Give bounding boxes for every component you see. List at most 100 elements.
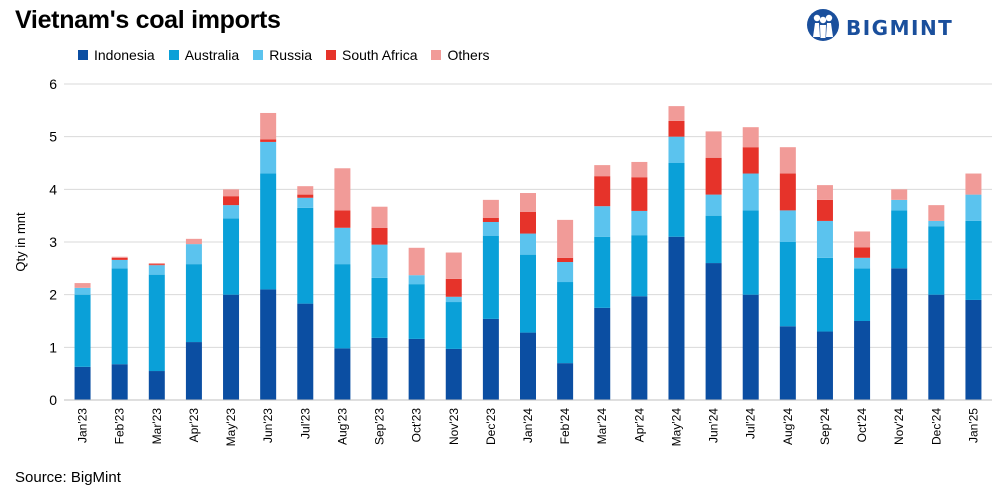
bar-others bbox=[668, 106, 685, 121]
bar-indonesia bbox=[520, 332, 536, 400]
bar-russia bbox=[965, 194, 982, 221]
bar-stack-jul-23 bbox=[297, 186, 314, 400]
x-tick-label: Sep'24 bbox=[818, 408, 832, 445]
bar-others bbox=[965, 173, 982, 195]
bar-russia bbox=[779, 210, 796, 242]
bar-indonesia bbox=[260, 289, 277, 400]
bar-stack-oct-24 bbox=[854, 231, 871, 400]
bar-indonesia bbox=[668, 236, 685, 400]
bar-stack-sep-24 bbox=[816, 185, 833, 400]
bar-south-africa bbox=[482, 217, 499, 222]
x-tick-label: Nov'23 bbox=[447, 408, 461, 445]
bar-russia bbox=[482, 221, 499, 236]
bar-indonesia bbox=[854, 321, 871, 400]
bar-russia bbox=[854, 257, 871, 269]
x-tick-label: May'24 bbox=[669, 408, 683, 447]
legend-label: Russia bbox=[269, 47, 312, 63]
bar-others bbox=[334, 168, 351, 211]
legend-label: Others bbox=[447, 47, 490, 63]
x-tick-label: Aug'24 bbox=[781, 408, 795, 445]
y-tick-label: 6 bbox=[49, 76, 57, 92]
bar-south-africa bbox=[557, 257, 574, 263]
bar-indonesia bbox=[891, 268, 908, 400]
bar-russia bbox=[297, 197, 314, 208]
bar-indonesia bbox=[928, 294, 945, 400]
bar-russia bbox=[371, 244, 388, 278]
bar-russia bbox=[631, 210, 648, 236]
legend-item-south-africa: South Africa bbox=[325, 47, 418, 63]
bar-russia bbox=[185, 244, 202, 265]
bar-others bbox=[297, 186, 314, 195]
legend-swatch bbox=[78, 50, 88, 60]
bar-indonesia bbox=[816, 331, 833, 400]
bar-south-africa bbox=[111, 257, 128, 260]
bar-indonesia bbox=[445, 348, 462, 400]
legend-label: Australia bbox=[184, 47, 240, 63]
bar-russia bbox=[668, 136, 685, 163]
source-note: Source: BigMint bbox=[15, 469, 121, 486]
bar-russia bbox=[74, 287, 91, 295]
x-tick-label: May'23 bbox=[224, 408, 238, 447]
bar-indonesia bbox=[594, 307, 611, 400]
bar-stack-aug-24 bbox=[779, 147, 796, 400]
bar-russia bbox=[928, 220, 945, 227]
bar-indonesia bbox=[297, 303, 314, 400]
y-tick-label: 2 bbox=[49, 287, 57, 303]
x-tick-label: Aug'23 bbox=[335, 408, 349, 445]
bar-australia bbox=[891, 210, 908, 269]
bar-stack-jun-24 bbox=[705, 131, 722, 400]
bar-stack-apr-24 bbox=[631, 161, 648, 400]
bar-indonesia bbox=[482, 318, 499, 400]
bar-others bbox=[371, 206, 388, 228]
x-tick-label: Apr'23 bbox=[187, 408, 201, 443]
x-tick-label: Mar'24 bbox=[595, 408, 609, 445]
bar-australia bbox=[557, 282, 574, 364]
x-tick-label: Oct'23 bbox=[410, 408, 424, 443]
bar-australia bbox=[74, 294, 91, 367]
bar-south-africa bbox=[223, 196, 240, 206]
bar-russia bbox=[816, 220, 833, 258]
bar-south-africa bbox=[816, 199, 833, 221]
bar-south-africa bbox=[854, 247, 871, 258]
bar-australia bbox=[148, 274, 165, 372]
bar-australia bbox=[742, 210, 759, 295]
bar-indonesia bbox=[185, 342, 202, 400]
x-tick-label: Jan'25 bbox=[966, 408, 980, 443]
bar-australia bbox=[668, 163, 685, 237]
bar-others bbox=[742, 127, 759, 148]
bar-indonesia bbox=[223, 294, 240, 400]
bar-australia bbox=[111, 268, 128, 365]
bar-south-africa bbox=[445, 278, 462, 297]
bar-russia bbox=[891, 199, 908, 211]
bar-stack-jul-24 bbox=[742, 127, 759, 400]
bar-russia bbox=[260, 141, 277, 174]
bar-south-africa bbox=[260, 139, 277, 142]
bar-stack-dec-23 bbox=[482, 199, 499, 400]
bar-stack-feb-23 bbox=[111, 256, 128, 400]
bar-australia bbox=[445, 302, 462, 349]
bar-south-africa bbox=[705, 157, 722, 195]
bar-australia bbox=[854, 268, 871, 321]
bar-stack-apr-23 bbox=[185, 238, 202, 400]
bar-others bbox=[482, 199, 499, 218]
bar-others bbox=[816, 185, 833, 200]
legend-item-australia: Australia bbox=[168, 47, 240, 63]
y-tick-label: 4 bbox=[49, 181, 57, 197]
bar-australia bbox=[631, 235, 648, 297]
bar-others bbox=[445, 252, 462, 279]
bar-australia bbox=[705, 215, 722, 264]
bar-south-africa bbox=[520, 211, 536, 234]
bar-australia bbox=[482, 235, 499, 319]
x-tick-label: Apr'24 bbox=[632, 408, 646, 443]
bar-indonesia bbox=[742, 294, 759, 400]
x-tick-label: Feb'24 bbox=[558, 408, 572, 445]
bar-indonesia bbox=[557, 363, 574, 400]
x-tick-label: Sep'23 bbox=[373, 408, 387, 445]
bar-russia bbox=[334, 227, 351, 265]
bar-stack-jun-23 bbox=[260, 112, 277, 400]
bar-australia bbox=[816, 257, 833, 332]
legend-label: South Africa bbox=[341, 47, 418, 63]
bar-russia bbox=[111, 259, 128, 269]
bar-indonesia bbox=[965, 299, 982, 400]
